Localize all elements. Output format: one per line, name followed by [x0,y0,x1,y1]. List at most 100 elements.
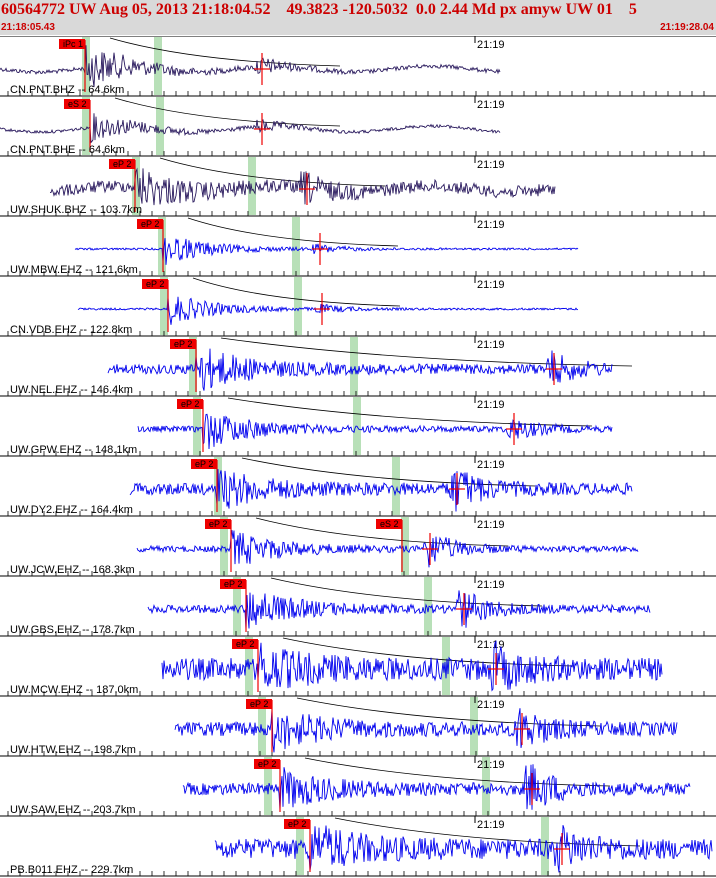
waveform [161,640,663,692]
p-pick-label: eP 2 [224,579,242,589]
trace-row: 21:19 eP 2 UW.DY2.EHZ -- 164.4km [0,455,716,516]
trace-row: 21:19 eP 2 eS 2 UW.JCW.EHZ -- 168.3km [0,515,716,576]
p-window [82,97,90,155]
station-label: UW.MCW.EHZ -- 187.0km [10,684,138,696]
waveform [129,469,633,512]
station-label: UW.GPW.EHZ -- 148.1km [10,444,137,456]
station-label: CN.VDB.EHZ -- 122.8km [10,324,132,336]
p-pick-flag [191,459,217,469]
s-pick-flag [376,519,402,529]
s-window [482,757,490,815]
waveform [74,238,579,265]
s-window [470,697,478,755]
travel-time-curve [255,517,509,547]
travel-time-curve [282,637,575,667]
trace-row: 21:19 iPc 1 CN.PNT.BHZ -- 64.6km [0,36,716,96]
minute-label: 21:19 [477,219,505,231]
p-pick-flag [59,39,85,49]
p-window [189,337,197,395]
minute-label: 21:19 [477,759,505,771]
p-window [193,397,201,455]
station-label: UW.JCW.EHZ -- 168.3km [10,564,135,576]
p-pick-flag [205,519,231,529]
minute-label: 21:19 [477,159,505,171]
s-window [350,337,358,395]
minute-label: 21:19 [477,579,505,591]
trace-row: 21:19 eP 2 UW.MCW.EHZ -- 187.0km [0,635,716,696]
trace-row: 21:19 eP 2 UW.GBS.EHZ -- 178.7km [0,575,716,636]
minute-label: 21:19 [477,639,505,651]
trace-row: 21:19 eP 2 PB.B011.EHZ -- 229.7km [0,815,716,876]
p-pick-flag [170,339,196,349]
minute-label: 21:19 [477,39,505,51]
waveform [107,348,613,391]
p-pick-label: eP 2 [195,459,213,469]
minute-label: 21:19 [477,699,505,711]
p-pick-flag [232,639,258,649]
waveform [77,296,579,325]
minute-label: 21:19 [477,519,505,531]
waveform [147,590,651,631]
waveform [0,113,501,144]
station-label: UW.HTW.EHZ -- 198.7km [10,744,136,756]
s-window [294,277,302,335]
station-label: CN.PNT.BHZ -- 64.6km [10,84,124,96]
station-label: CN.PNT.BHE -- 64.6km [10,144,125,156]
travel-time-curve [304,757,611,787]
waveform [0,45,501,88]
minute-label: 21:19 [477,99,505,111]
p-window [233,577,241,635]
station-label: UW.DY2.EHZ -- 164.4km [10,504,133,516]
p-pick-label: eP 2 [113,159,131,169]
travel-time-curve [192,277,401,307]
travel-time-curve [187,217,399,247]
trace-row: 21:19 eP 2 UW.SHUK.BHZ -- 103.7km [0,155,716,216]
p-pick-flag [254,759,280,769]
waveform [214,825,713,873]
minute-label: 21:19 [477,279,505,291]
p-window [132,157,140,215]
trace-row: 21:19 eP 2 UW.NEL.EHZ -- 146.4km [0,335,716,396]
p-pick-label: eP 2 [174,339,192,349]
trace-row: 21:19 eP 2 UW.MBW.EHZ -- 121.6km [0,215,716,276]
p-pick-flag [220,579,246,589]
trace-row: 21:19 eS 2 CN.PNT.BHE -- 64.6km [0,95,716,156]
p-window [158,217,166,275]
travel-time-curve [220,337,633,367]
p-pick-label: eP 2 [236,639,254,649]
p-pick-label: eP 2 [288,819,306,829]
p-pick-label: eP 2 [250,699,268,709]
s-window [292,217,300,275]
p-pick-flag [64,99,90,109]
travel-time-curve [109,37,341,67]
waveform [182,764,691,811]
trace-row: 21:19 eP 2 CN.VDB.EHZ -- 122.8km [0,275,716,336]
p-window [258,697,266,755]
waveform [174,708,678,753]
p-pick-label: eP 2 [146,279,164,289]
p-window [214,457,222,515]
waveform [136,530,639,568]
station-label: UW.GBS.EHZ -- 178.7km [10,624,135,636]
s-window [442,637,450,695]
s-window [154,37,162,95]
travel-time-curve [241,457,536,487]
trace-row: 21:19 eP 2 UW.HTW.EHZ -- 198.7km [0,695,716,756]
travel-time-curve [296,697,601,727]
start-time: 21:18:05.43 [1,22,55,33]
p-pick-flag [246,699,272,709]
station-label: UW.NEL.EHZ -- 146.4km [10,384,133,396]
s-window [424,577,432,635]
p-window [160,277,168,335]
p-pick-flag [177,399,203,409]
s-window [392,457,400,515]
s-window [248,157,256,215]
p-pick-label: eP 2 [258,759,276,769]
p-pick-label: iPc 1 [63,39,83,49]
p-window [82,37,90,95]
p-pick-flag [109,159,135,169]
seismogram-panel: 21:19 iPc 1 CN.PNT.BHZ -- 64.6km 21:19 eS 2 C… [0,36,716,877]
p-pick-flag [142,279,168,289]
minute-label: 21:19 [477,399,505,411]
travel-time-curve [227,397,593,427]
